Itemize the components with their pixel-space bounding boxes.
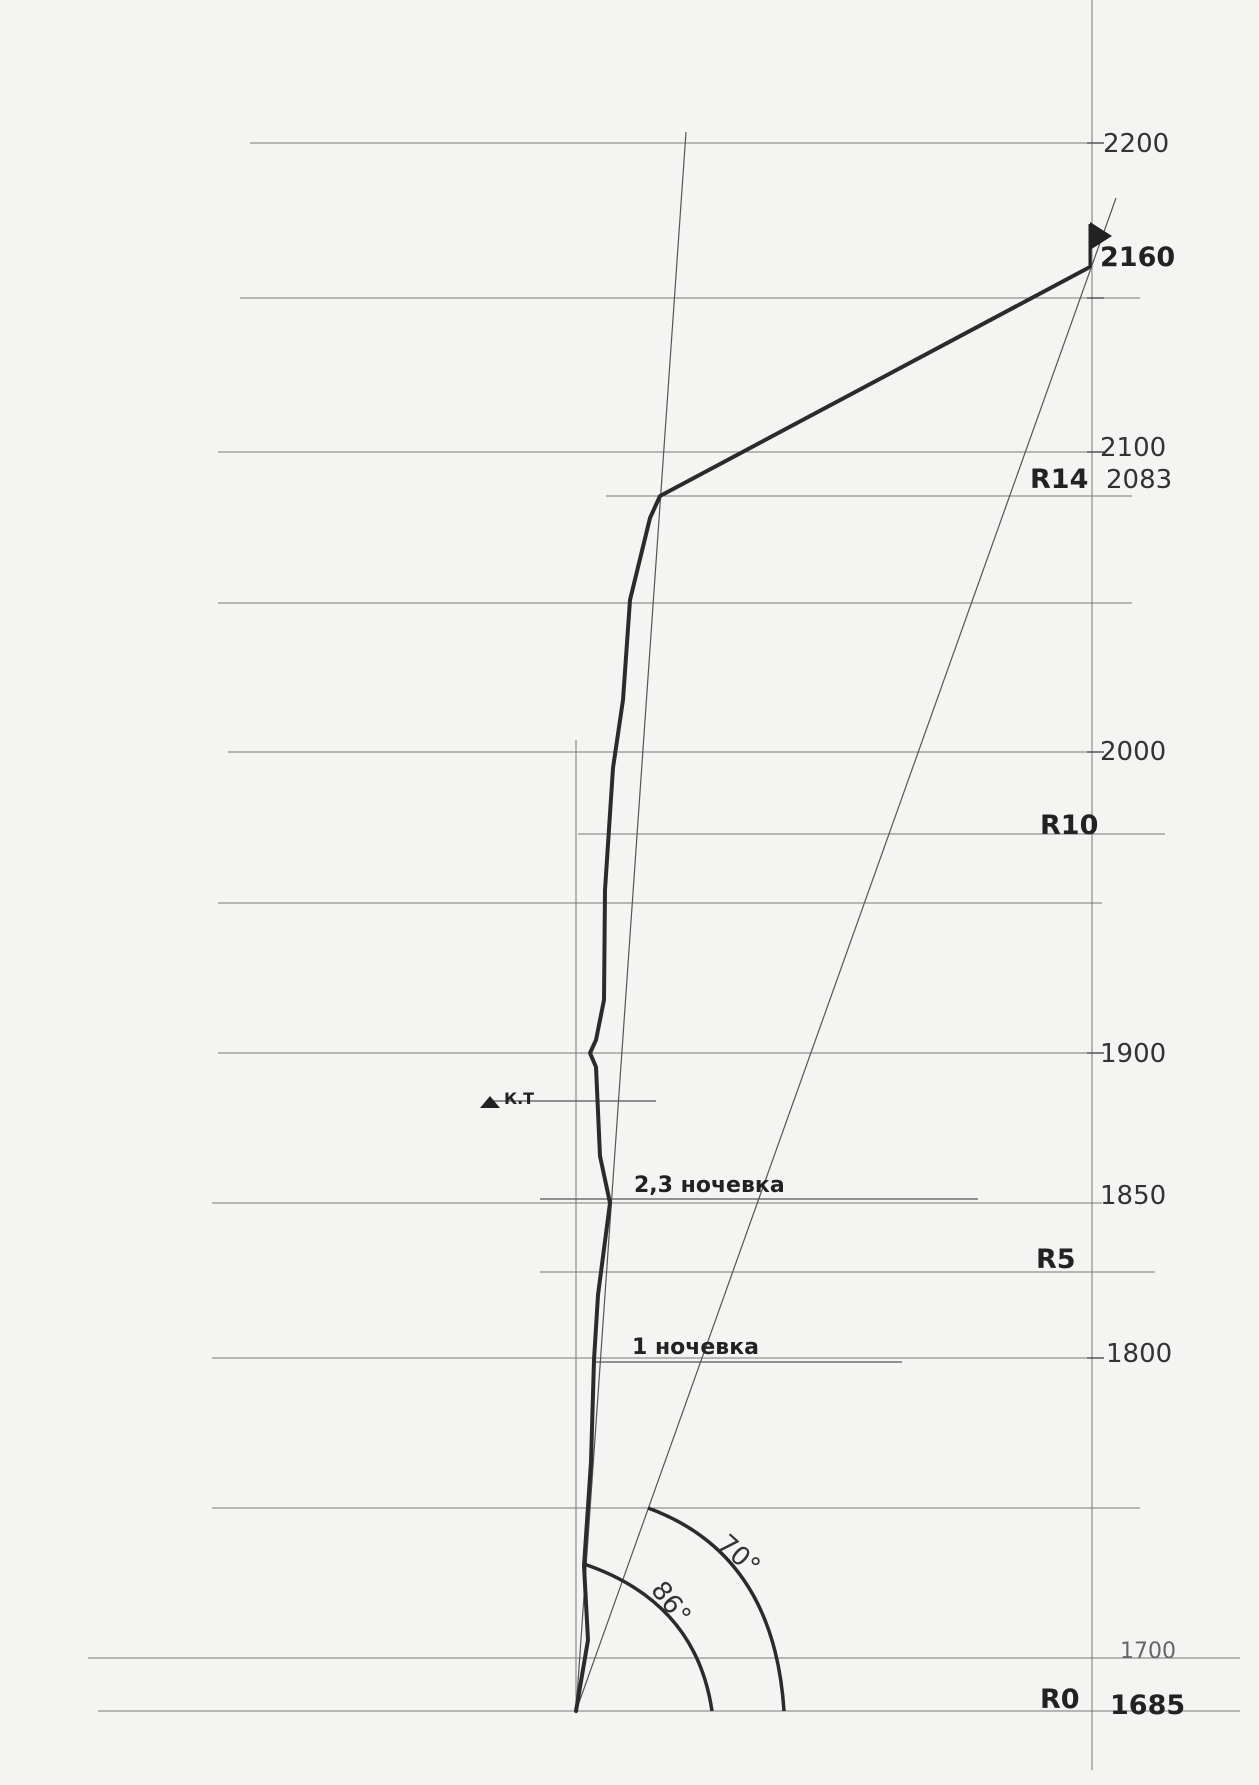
control-point-icon bbox=[480, 1096, 500, 1108]
elevation-label-2200: 2200 bbox=[1103, 129, 1169, 159]
elevation-label-1850: 1850 bbox=[1100, 1181, 1166, 1211]
elevation-label-2083: 2083 bbox=[1106, 465, 1172, 495]
section-label-r10: R10 bbox=[1040, 810, 1098, 841]
angle-arc-70 bbox=[647, 1506, 786, 1712]
section-label-r0: R0 bbox=[1040, 1684, 1080, 1715]
axis-ticks bbox=[1087, 142, 1104, 1359]
elevation-label-2000: 2000 bbox=[1100, 737, 1166, 767]
elevation-label-1685: 1685 bbox=[1110, 1690, 1185, 1721]
elevation-label-2160: 2160 bbox=[1100, 242, 1175, 273]
section-label-r14: R14 bbox=[1030, 464, 1088, 495]
control-point-label: К.Т bbox=[504, 1089, 534, 1108]
elevation-label-1700: 1700 bbox=[1120, 1639, 1176, 1664]
camp1-label: 1 ночевка bbox=[632, 1335, 759, 1360]
shallow-slope-line bbox=[575, 197, 1117, 1712]
angle-label-86: 86° bbox=[644, 1576, 696, 1631]
angle-arc-86 bbox=[583, 1562, 714, 1712]
route-line bbox=[574, 266, 1090, 1713]
construction-lines bbox=[488, 131, 1117, 1712]
steep-slope-line bbox=[575, 131, 687, 1712]
elevation-label-2100: 2100 bbox=[1100, 433, 1166, 463]
elevation-label-1800: 1800 bbox=[1106, 1339, 1172, 1369]
summit-flag-icon bbox=[1090, 222, 1112, 250]
section-label-r5: R5 bbox=[1036, 1244, 1076, 1275]
camp23-label: 2,3 ночевка bbox=[634, 1173, 785, 1198]
elevation-grid bbox=[88, 142, 1240, 1712]
elevation-label-1900: 1900 bbox=[1100, 1039, 1166, 1069]
angle-label-70: 70° bbox=[711, 1529, 765, 1582]
